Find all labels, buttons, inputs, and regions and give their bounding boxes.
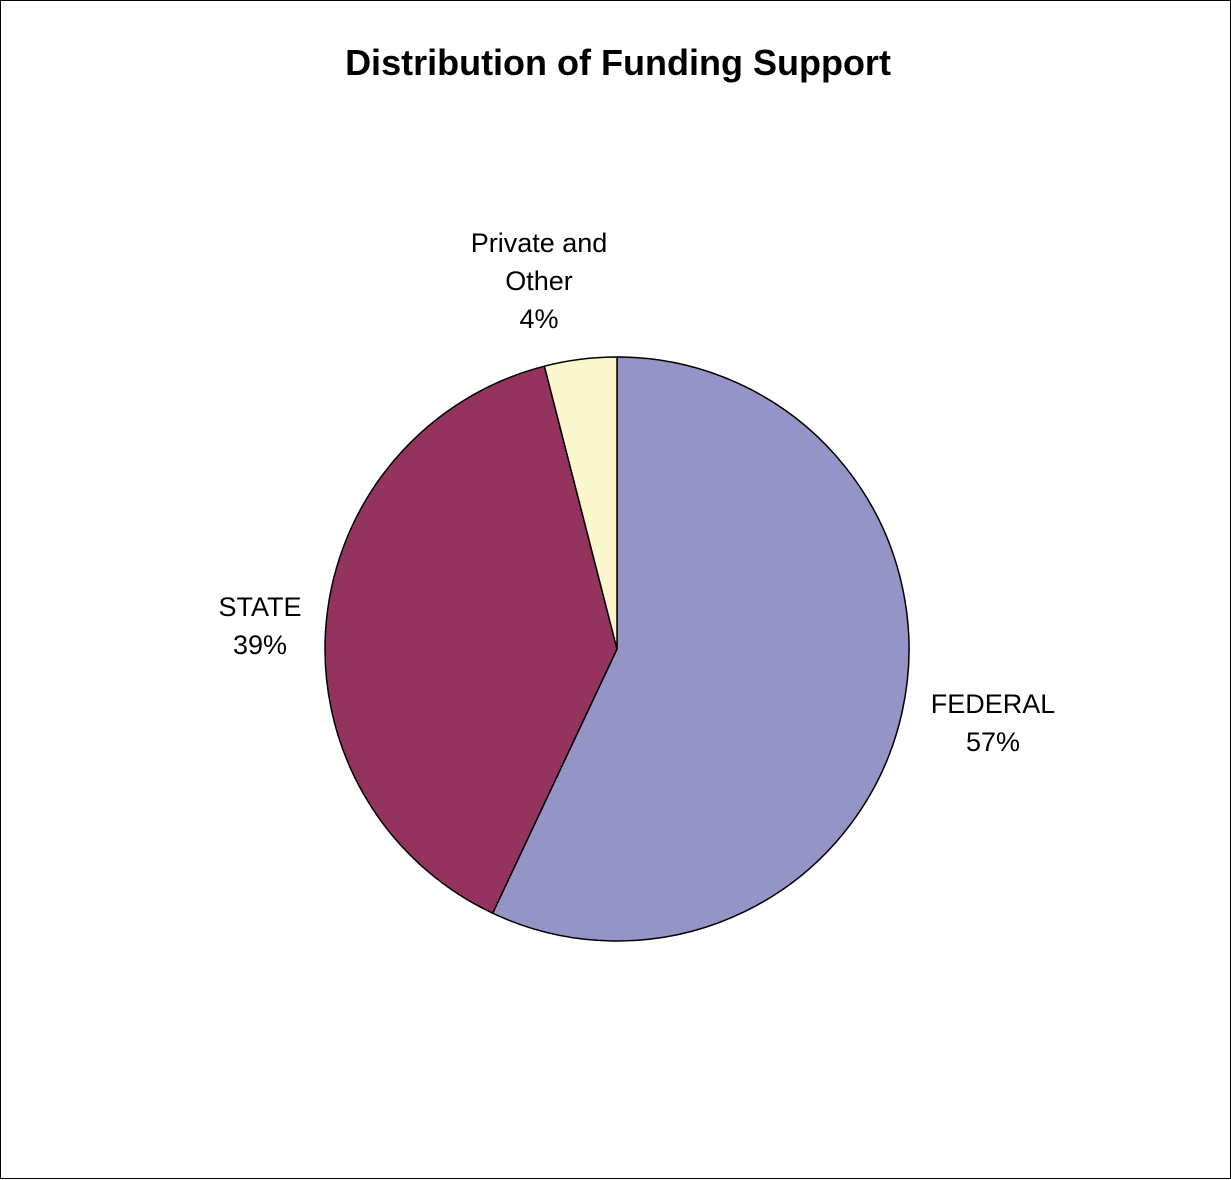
- pie-label-name: STATE: [218, 592, 301, 622]
- pie-slice-private-and-other: [543, 356, 618, 650]
- pie-label-name: Other: [505, 266, 573, 296]
- pie-label-private-and-other: Private and Other 4%: [471, 228, 608, 334]
- pie-label-value: 57%: [966, 727, 1020, 757]
- pie-labels: FEDERAL 57% STATE 39% Private and Other 4%: [218, 228, 1055, 757]
- pie-label-federal: FEDERAL 57%: [931, 689, 1056, 757]
- pie-slices: [324, 356, 910, 942]
- pie-label-value: 4%: [519, 304, 558, 334]
- pie-slice-federal: [491, 356, 910, 942]
- pie-label-state: STATE 39%: [218, 592, 301, 660]
- pie-label-name: Private and: [471, 228, 608, 258]
- pie-label-value: 39%: [233, 630, 287, 660]
- pie-label-name: FEDERAL: [931, 689, 1056, 719]
- chart-title: Distribution of Funding Support: [345, 42, 891, 83]
- pie-slice-state: [324, 365, 618, 914]
